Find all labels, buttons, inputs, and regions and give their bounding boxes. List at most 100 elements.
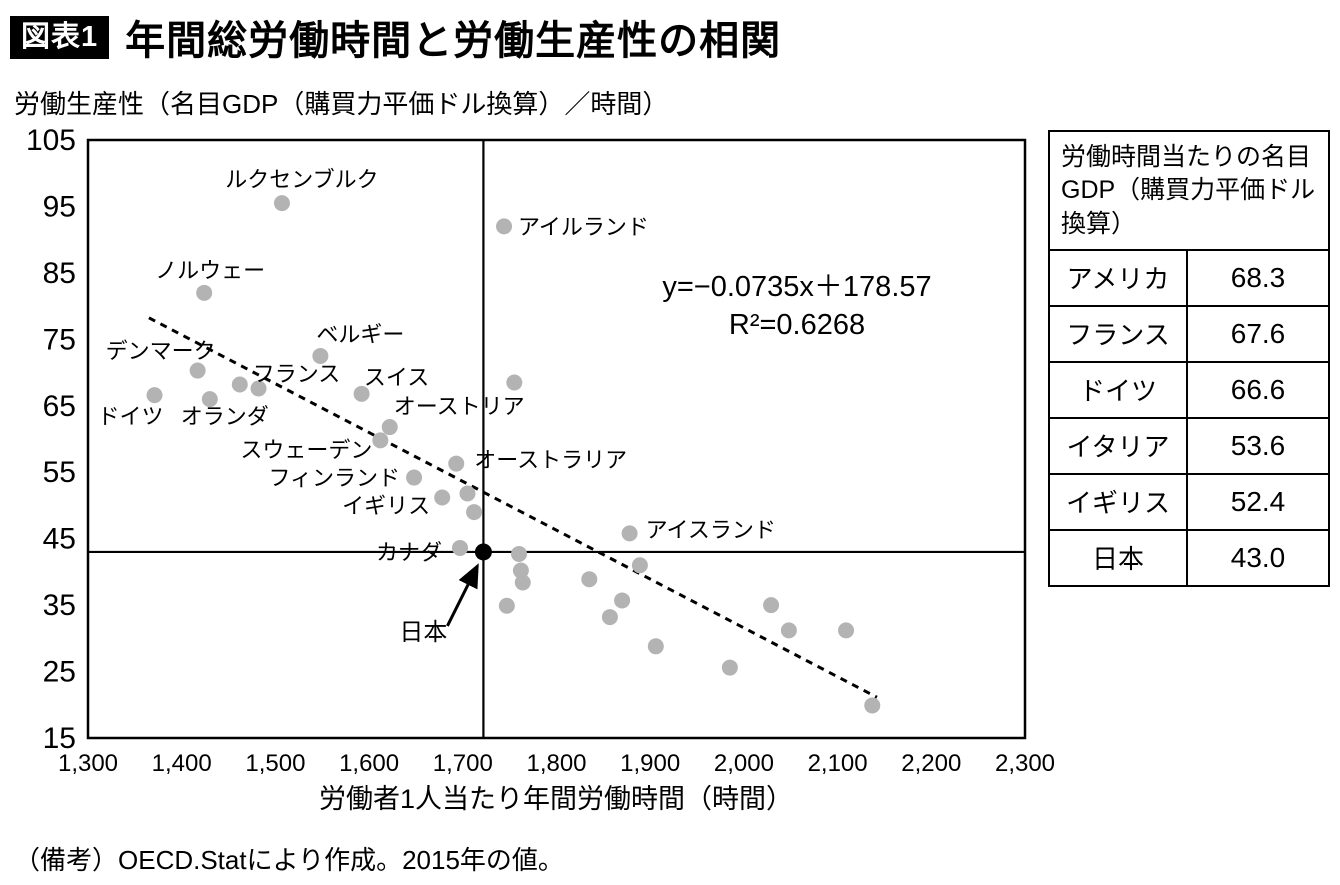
table-row: ドイツ 66.6 (1050, 362, 1328, 419)
data-point (511, 545, 528, 562)
x-tick-label: 1,400 (152, 750, 212, 777)
source-note: （備考）OECD.Statにより作成。2015年の値。 (14, 845, 564, 875)
value-cell: 53.6 (1230, 429, 1286, 461)
country-cell: イギリス (1050, 474, 1188, 529)
side-table-header: 労働時間当たりの名目GDP（購買力平価ドル換算） (1050, 132, 1328, 251)
x-tick-label: 2,100 (808, 750, 868, 777)
data-point (273, 195, 290, 212)
side-table: 労働時間当たりの名目GDP（購買力平価ドル換算） アメリカ 68.3 フランス 67.… (1048, 130, 1330, 587)
x-tick-label: 2,200 (901, 750, 961, 777)
data-point (434, 489, 451, 506)
data-point (372, 432, 389, 449)
data-point (514, 574, 531, 591)
point-label: オランダ (181, 404, 269, 429)
data-point (498, 597, 515, 614)
point-label: ベルギー (316, 322, 404, 347)
point-label: アイルランド (518, 214, 649, 239)
data-point (601, 609, 618, 626)
point-label: ドイツ (98, 404, 164, 429)
value-cell: 68.3 (1230, 261, 1286, 293)
point-label: デンマーク (106, 339, 216, 364)
table-row: イギリス 52.4 (1050, 474, 1328, 531)
data-point (451, 539, 468, 556)
data-point (763, 597, 780, 614)
data-point (496, 218, 513, 235)
y-tick-label: 65 (43, 390, 76, 423)
point-label: フィンランド (269, 466, 401, 491)
data-point (614, 592, 631, 609)
value-cell: 67.6 (1230, 317, 1286, 349)
y-tick-label: 55 (43, 456, 76, 489)
value-cell: 66.6 (1230, 373, 1286, 405)
data-point (459, 485, 476, 502)
data-point (506, 374, 523, 391)
data-point (466, 504, 483, 521)
data-point (196, 284, 213, 301)
table-row: フランス 67.6 (1050, 306, 1328, 363)
y-tick-label: 15 (43, 722, 76, 755)
figure-header: 図表1 年間総労働時間と労働生産性の相関 (10, 8, 781, 66)
y-tick-label: 75 (43, 323, 76, 356)
point-label: カナダ (376, 540, 442, 565)
x-tick-label: 1,800 (526, 750, 586, 777)
point-label: フランス (253, 362, 341, 387)
x-tick-label: 2,300 (995, 750, 1055, 777)
y-tick-label: 85 (43, 257, 76, 290)
country-cell: イタリア (1050, 418, 1188, 473)
side-table-rows: アメリカ 68.3 フランス 67.6 ドイツ 66.6 イタリア 53.6 イギリス 52.4 日… (1050, 250, 1328, 585)
country-cell: ドイツ (1050, 362, 1188, 417)
x-axis-label: 労働者1人当たり年間労働時間（時間） (319, 784, 793, 814)
japan-arrow (446, 563, 479, 627)
r-squared-text: R²=0.6268 (729, 309, 865, 341)
data-point (647, 638, 664, 655)
y-tick-label: 35 (43, 589, 76, 622)
point-label: アイスランド (646, 517, 776, 542)
japan-label: 日本 (399, 619, 447, 646)
data-point (448, 455, 465, 472)
data-point (353, 385, 370, 402)
point-label: ノルウェー (155, 258, 265, 283)
data-point (231, 376, 248, 393)
value-cell: 43.0 (1230, 541, 1286, 573)
data-point (381, 419, 398, 436)
country-cell: フランス (1050, 306, 1188, 361)
data-point (581, 571, 598, 588)
y-axis-label: 労働生産性（名目GDP（購買力平価ドル換算）／時間） (14, 89, 669, 119)
table-row: 日本 43.0 (1050, 530, 1328, 585)
figure-title: 年間総労働時間と労働生産性の相関 (125, 19, 782, 63)
x-tick-label: 1,700 (433, 750, 493, 777)
data-point (406, 469, 423, 486)
y-tick-label: 95 (43, 190, 76, 223)
y-tick-label: 105 (26, 124, 76, 157)
figure-tag: 図表1 (10, 15, 110, 59)
x-tick-label: 1,300 (58, 750, 118, 777)
japan-point (474, 543, 492, 561)
data-point (250, 380, 267, 397)
y-tick-label: 45 (43, 523, 76, 556)
point-label: オーストリア (394, 394, 525, 419)
plot-border (86, 138, 1027, 740)
x-tick-label: 1,600 (339, 750, 399, 777)
point-label: イギリス (342, 493, 430, 518)
data-point (312, 347, 329, 364)
country-cell: 日本 (1050, 530, 1188, 585)
point-label: スイス (364, 365, 429, 390)
data-point (631, 557, 648, 574)
value-cell: 52.4 (1230, 485, 1286, 517)
data-point (780, 622, 797, 639)
data-point (189, 362, 206, 379)
table-row: アメリカ 68.3 (1050, 250, 1328, 307)
data-point (512, 562, 529, 579)
x-tick-label: 2,000 (714, 750, 774, 777)
data-point (838, 622, 855, 639)
point-label: ルクセンブルク (225, 167, 378, 192)
x-tick-label: 1,500 (245, 750, 305, 777)
data-point (146, 387, 163, 404)
point-label: オーストラリア (474, 448, 627, 473)
trend-line (148, 316, 878, 699)
y-tick-label: 25 (43, 656, 76, 689)
equation-text: y=−0.0735x＋178.57 (662, 271, 931, 303)
country-cell: アメリカ (1050, 250, 1188, 305)
